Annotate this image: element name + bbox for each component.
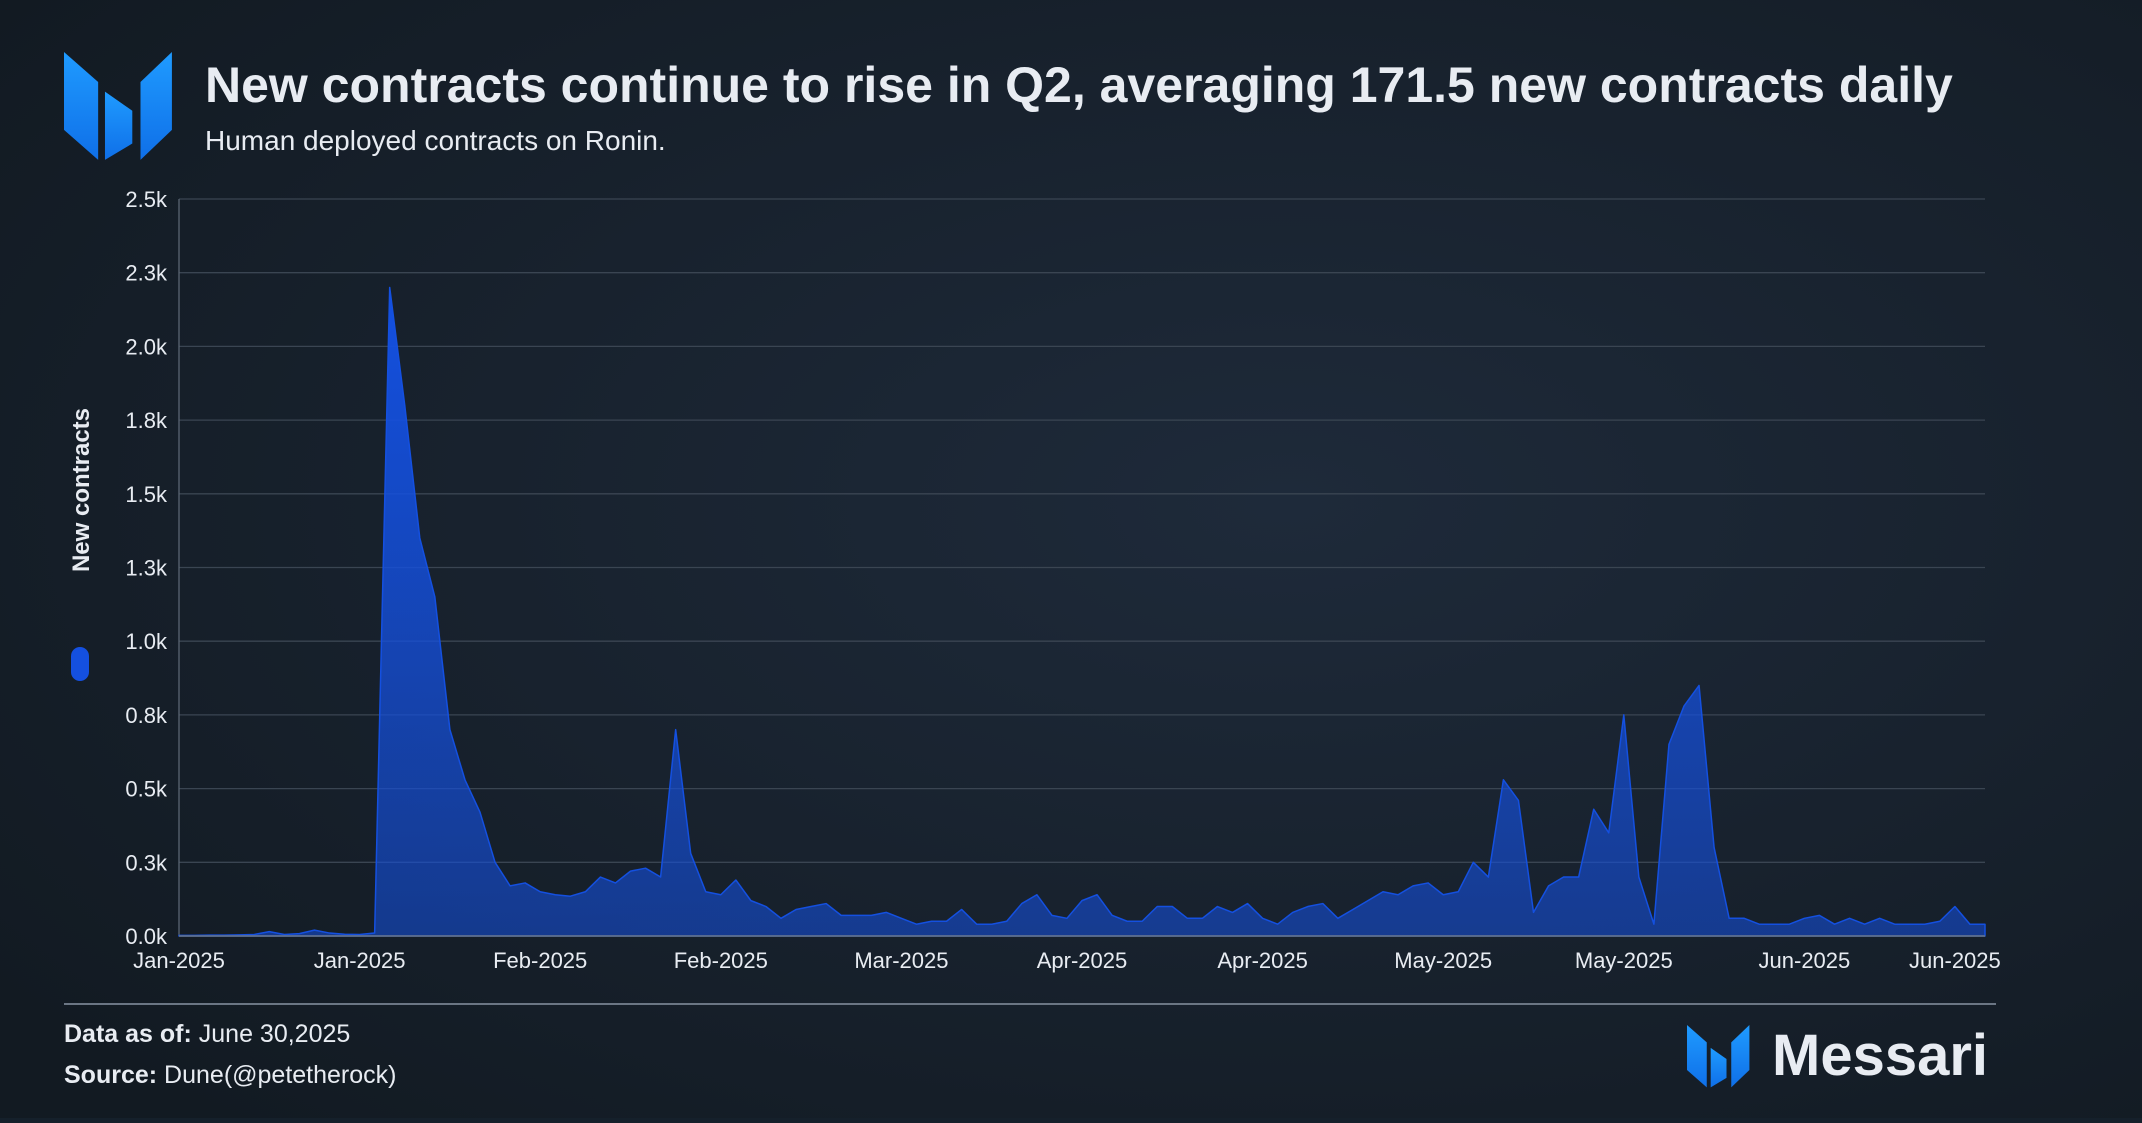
x-tick-label: May-2025 [1394,948,1492,973]
y-tick-label: 0.5k [125,777,168,802]
y-tick-label: 1.3k [125,556,168,581]
brand-logo [1687,1025,1750,1088]
y-tick-label: 1.8k [125,408,168,433]
plot: 0.0k 0.3k 0.5k 0.8k 1.0k 1.3k 1.5k 1.8k 2.0k 2.3k… [125,187,2000,973]
x-tick-label: Jan-2025 [133,948,225,973]
y-tick-label: 1.0k [125,629,168,654]
y-tick-label: 2.3k [125,261,168,286]
area [178,286,1986,937]
x-tick-label: Feb-2025 [674,948,768,973]
x-tick-label: Jun-2025 [1759,948,1851,973]
chart-subtitle: Human deployed contracts on Ronin. [205,125,666,156]
x-tick-label: Apr-2025 [1217,948,1308,973]
footer-date-value: June 30,2025 [199,1020,351,1048]
y-axis-label: New contracts [68,408,95,572]
y-tick-label: 2.5k [125,187,168,212]
y-tick-label: 1.5k [125,482,168,507]
brand-name: Messari [1772,1023,1988,1088]
footer-source-label: Source: [64,1061,157,1089]
x-tick-label: Jan-2025 [314,948,406,973]
logo [64,52,172,160]
x-tick-label: Mar-2025 [854,948,948,973]
legend-marker [71,647,89,681]
footer-date-label: Data as of: [64,1020,192,1048]
x-tick-label: Feb-2025 [493,948,587,973]
footer-source: Source: Dune(@petetherock) [64,1061,396,1089]
y-tick-label: 0.8k [125,703,168,728]
chart-title: New contracts continue to rise in Q2, av… [205,57,1953,113]
y-tick-label: 0.3k [125,850,168,875]
footer-source-value: Dune(@petetherock) [164,1061,396,1089]
x-tick-label: Apr-2025 [1037,948,1128,973]
y-tick-label: 0.0k [125,924,168,949]
x-tick-label: May-2025 [1575,948,1673,973]
x-tick-label: Jun-2025 [1909,948,2001,973]
y-tick-label: 2.0k [125,334,168,359]
footer-date: Data as of: June 30,2025 [64,1020,350,1048]
